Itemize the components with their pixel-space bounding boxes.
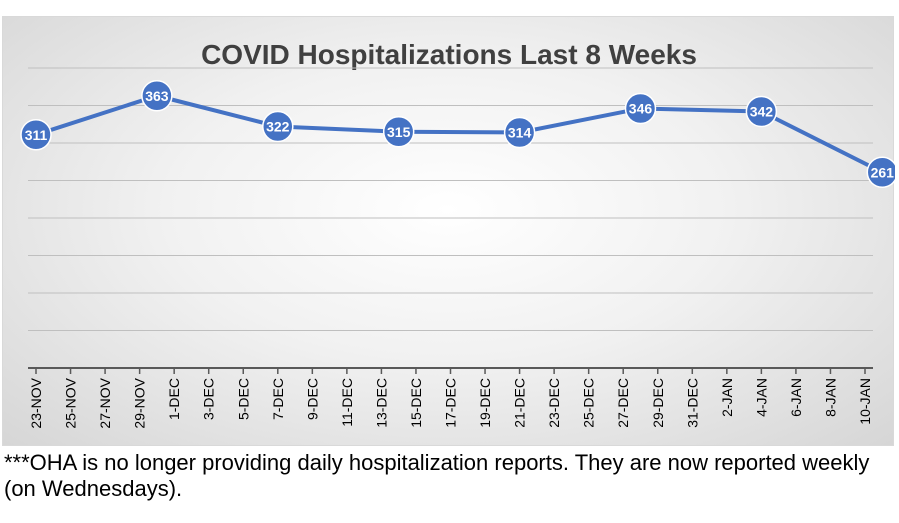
- x-tick-label-15: 23-DEC: [546, 378, 562, 428]
- data-point-4: [503, 116, 536, 149]
- data-label-6: 342: [750, 104, 774, 120]
- x-tick-label-6: 5-DEC: [235, 378, 251, 420]
- data-label-7: 261: [871, 164, 895, 180]
- x-tick-label-21: 4-JAN: [753, 378, 769, 417]
- x-tick-label-17: 27-DEC: [615, 378, 631, 428]
- series-line-layer: [34, 93, 885, 175]
- x-tick-label-7: 7-DEC: [270, 378, 286, 420]
- x-tick-label-24: 10-JAN: [857, 378, 873, 425]
- data-point-1: [141, 80, 173, 112]
- line-chart: COVID Hospitalizations Last 8 Weeks 23-N…: [20, 39, 895, 429]
- data-label-4: 314: [508, 125, 532, 141]
- x-tick-label-16: 25-DEC: [581, 378, 597, 428]
- data-point-7: [866, 156, 895, 188]
- data-point-layer: 311 363 322 315 314 346 342 261: [20, 80, 895, 188]
- x-axis: [28, 367, 873, 374]
- x-tick-label-23: 8-JAN: [822, 378, 838, 417]
- data-label-0: 311: [25, 127, 48, 143]
- x-tick-label-13: 19-DEC: [477, 378, 493, 428]
- x-tick-label-10: 13-DEC: [373, 378, 389, 428]
- x-tick-label-0: 23-NOV: [28, 377, 44, 428]
- x-tick-label-1: 25-NOV: [63, 377, 79, 428]
- data-label-1: 363: [145, 88, 169, 104]
- x-tick-label-14: 21-DEC: [512, 378, 528, 428]
- chart-panel: COVID Hospitalizations Last 8 Weeks 23-N…: [2, 16, 895, 446]
- x-tick-label-3: 29-NOV: [132, 377, 148, 428]
- data-point-3: [382, 116, 415, 148]
- x-tick-label-2: 27-NOV: [97, 377, 113, 428]
- x-tick-label-9: 11-DEC: [339, 378, 355, 427]
- x-tick-label-22: 6-JAN: [788, 378, 804, 417]
- data-label-2: 322: [266, 119, 290, 135]
- data-label-5: 346: [629, 101, 653, 117]
- data-label-3: 315: [387, 124, 411, 140]
- x-tick-label-20: 2-JAN: [719, 378, 735, 417]
- footnote: ***OHA is no longer providing daily hosp…: [4, 450, 870, 501]
- data-point-6: [745, 95, 778, 128]
- series-line: [34, 93, 885, 175]
- x-tick-labels: 23-NOV 25-NOV 27-NOV 29-NOV 1-DEC 3-DEC 5-DEC 7…: [28, 377, 873, 428]
- x-tick-label-8: 9-DEC: [304, 378, 320, 420]
- data-point-0: [20, 119, 52, 151]
- x-tick-label-12: 17-DEC: [443, 378, 459, 428]
- x-tick-label-19: 31-DEC: [684, 378, 700, 428]
- data-point-5: [624, 92, 657, 125]
- x-tick-label-18: 29-DEC: [650, 378, 666, 428]
- x-tick-label-5: 3-DEC: [201, 378, 217, 420]
- x-tick-label-4: 1-DEC: [166, 378, 182, 420]
- chart-title: COVID Hospitalizations Last 8 Weeks: [201, 39, 697, 70]
- data-point-2: [262, 110, 294, 143]
- x-tick-label-11: 15-DEC: [408, 378, 424, 428]
